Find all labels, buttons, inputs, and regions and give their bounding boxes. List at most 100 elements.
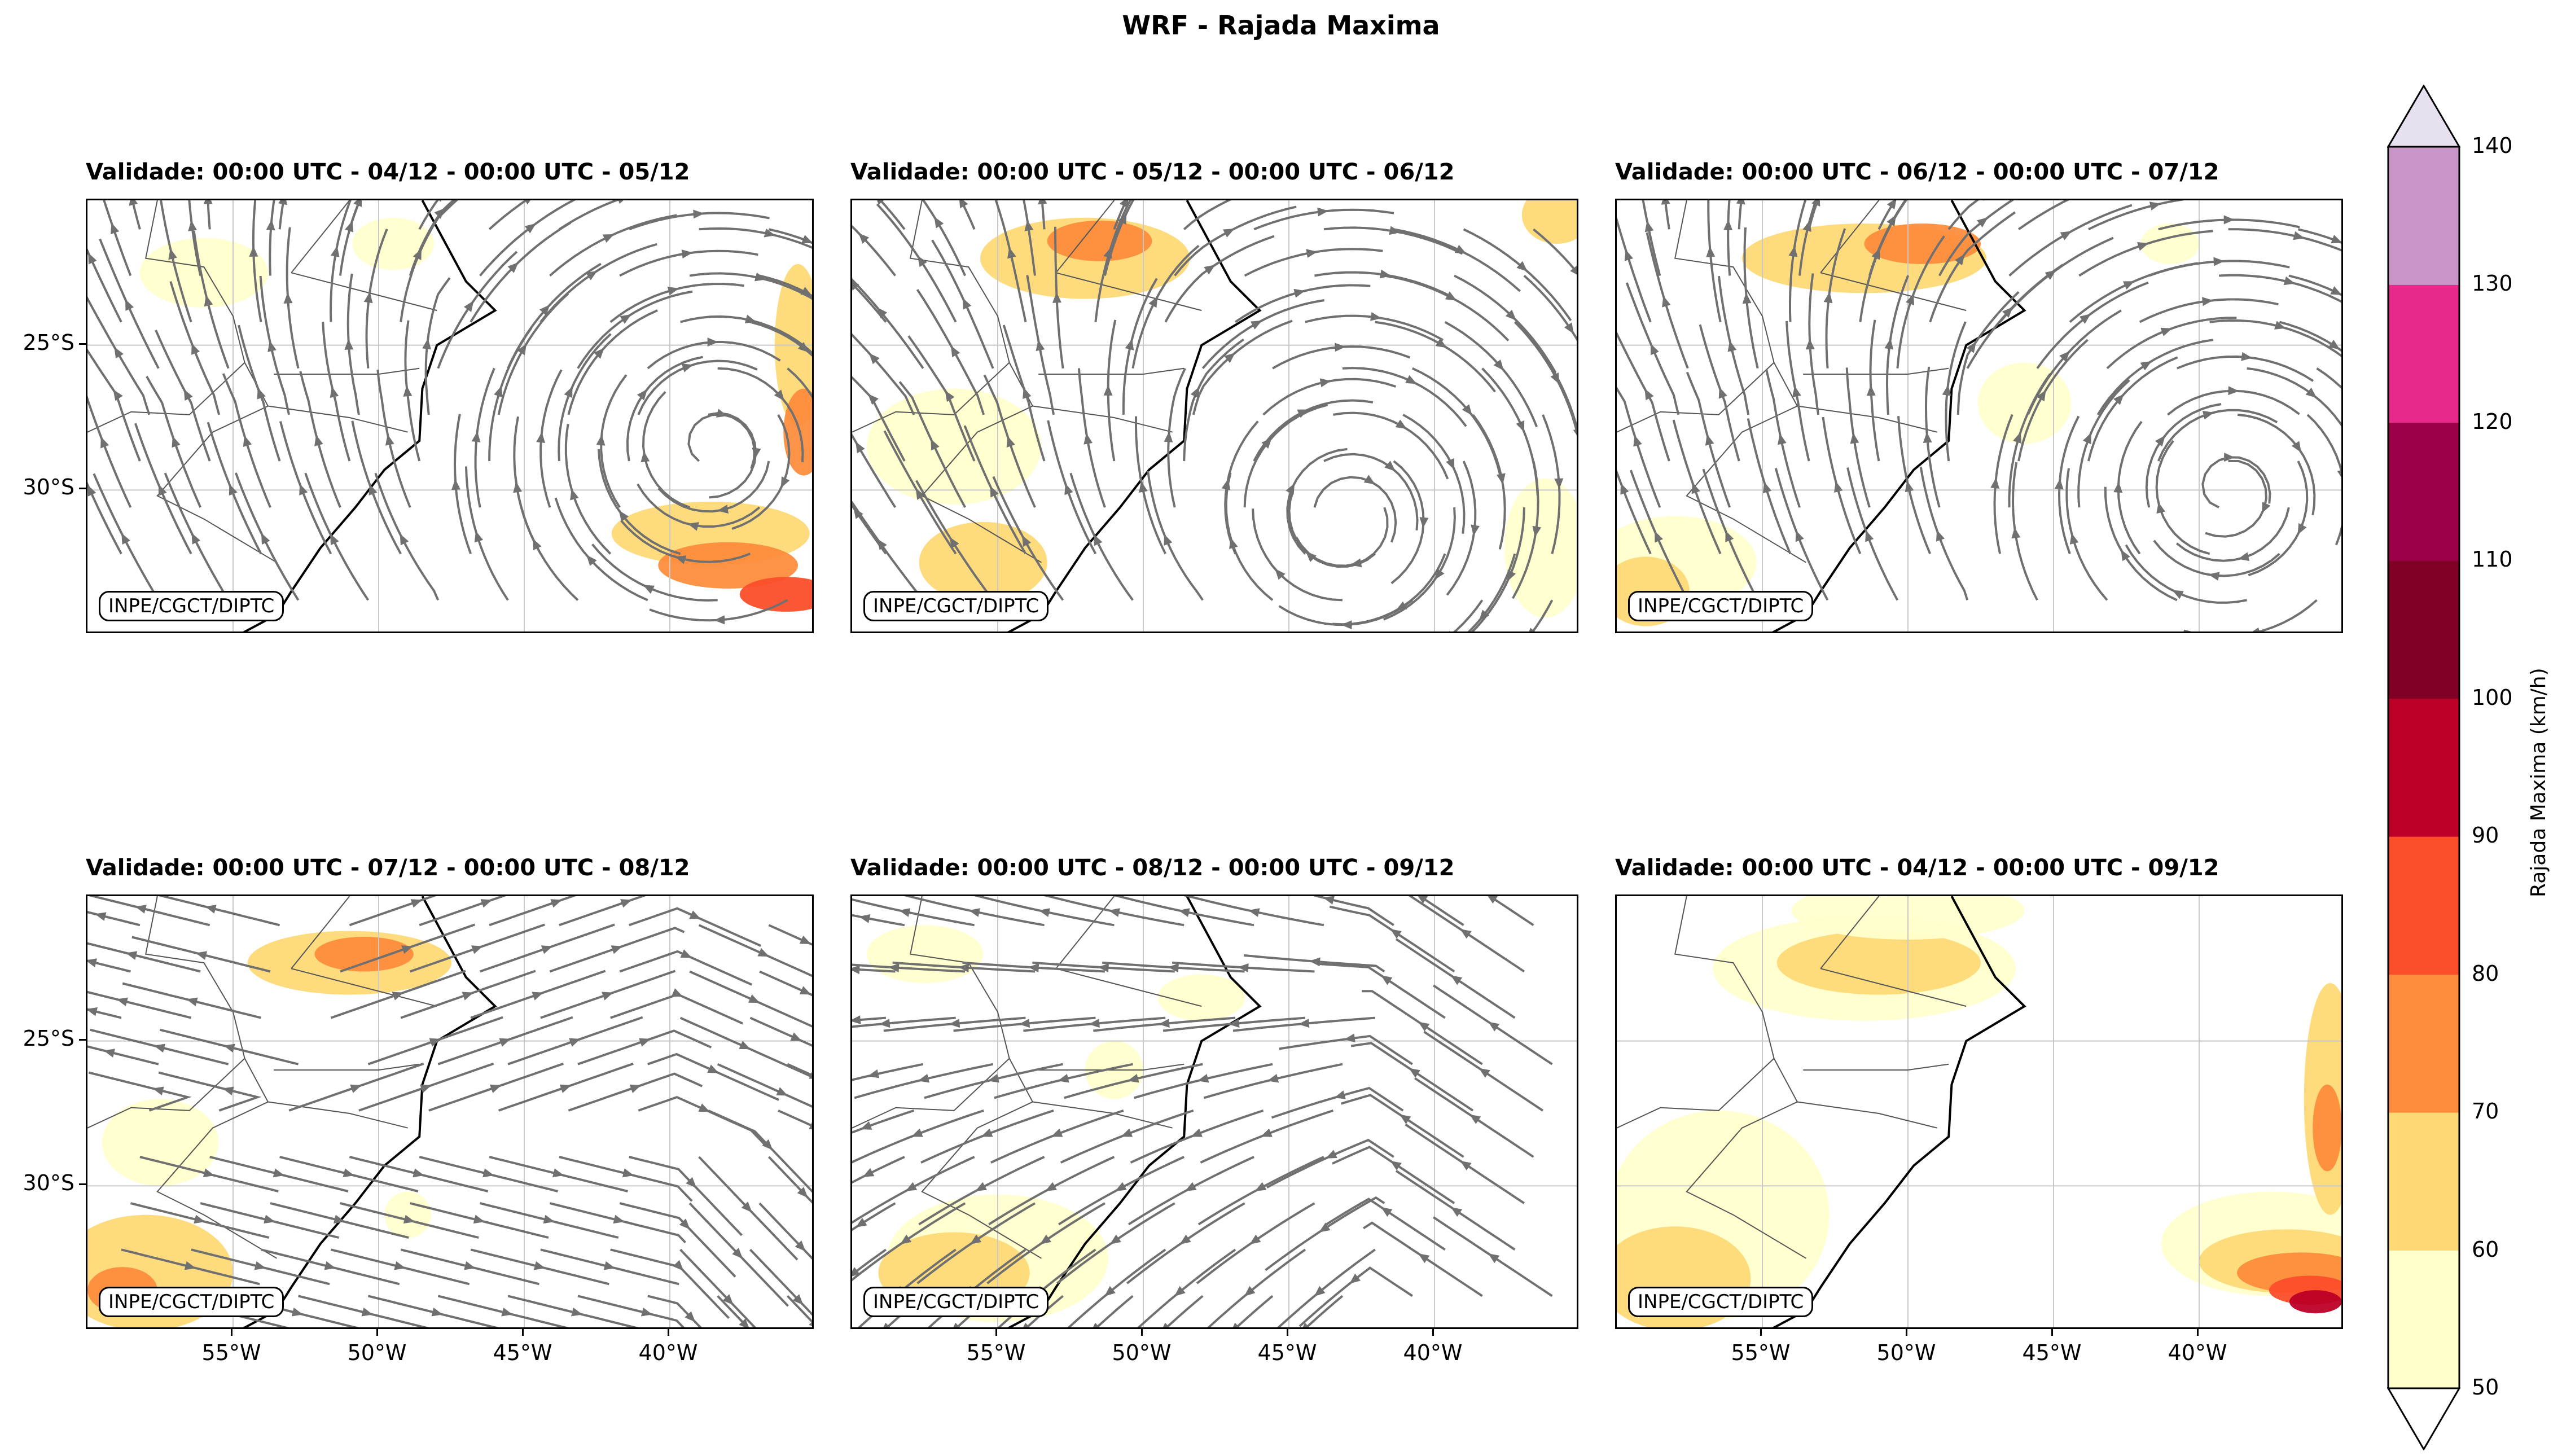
streamline-arrow — [2140, 361, 2152, 371]
streamline-arrow — [1976, 217, 1988, 228]
streamline-arrow — [184, 1261, 196, 1270]
streamline-arrow — [2054, 478, 2064, 490]
streamline-arrow — [431, 1307, 443, 1317]
streamline-arrow — [114, 347, 124, 359]
streamline-arrow — [1777, 433, 1787, 445]
x-tick-mark — [1141, 1329, 1143, 1336]
streamline — [1845, 367, 1871, 508]
streamline — [87, 348, 141, 462]
streamline — [155, 330, 211, 462]
streamline — [787, 1063, 812, 1077]
gust-area — [352, 217, 435, 270]
streamline-arrow — [611, 945, 623, 954]
streamline-arrow — [1238, 963, 1249, 972]
streamline-arrow — [1471, 524, 1480, 536]
streamline-arrow — [1418, 1253, 1430, 1264]
streamline — [2125, 544, 2247, 604]
streamline-arrow — [859, 914, 871, 923]
gust-area — [1157, 974, 1245, 1021]
streamline — [103, 200, 132, 277]
streamline — [488, 200, 528, 230]
streamline-arrow — [403, 385, 413, 397]
streamline-arrow — [1802, 220, 1811, 232]
streamline-arrow — [780, 476, 790, 488]
streamline-arrow — [1718, 387, 1727, 399]
streamline-arrow — [2202, 410, 2214, 420]
streamline-arrow — [2069, 533, 2079, 545]
streamline-arrow — [1039, 1234, 1051, 1244]
map-panel-4: INPE/CGCT/DIPTC — [86, 894, 814, 1329]
streamline-arrow — [1884, 338, 1894, 350]
streamline-arrow — [1527, 628, 1538, 631]
streamline-arrow — [1148, 296, 1158, 308]
streamline-arrow — [273, 1168, 285, 1178]
streamline-arrow — [2149, 201, 2161, 210]
streamline — [207, 200, 211, 230]
streamline — [879, 200, 906, 230]
streamline-arrow — [2283, 276, 2296, 286]
streamline-arrow — [191, 343, 200, 355]
streamline-arrow — [2160, 327, 2173, 336]
x-tick-label: 40°W — [638, 1340, 698, 1365]
streamline — [1919, 466, 1969, 601]
streamline — [2219, 274, 2341, 303]
streamline-arrow — [413, 248, 422, 261]
colorbar-extend-min — [2387, 1387, 2460, 1450]
streamline-arrow — [254, 1261, 266, 1270]
colorbar-segment — [2388, 284, 2459, 423]
streamline — [558, 200, 620, 230]
streamline-arrow — [403, 1214, 415, 1224]
streamline-arrow — [533, 538, 542, 550]
state-border — [1055, 200, 1115, 273]
streamline-arrow — [87, 485, 96, 497]
streamline-arrow — [1479, 1068, 1490, 1078]
streamline-arrow — [1064, 483, 1073, 495]
streamline-arrow — [394, 1261, 406, 1270]
streamline — [1444, 321, 1538, 428]
streamline — [2065, 468, 2108, 601]
streamline — [2157, 409, 2278, 462]
streamline-arrow — [205, 905, 217, 914]
map-svg-5 — [852, 896, 1577, 1327]
streamline-arrow — [261, 533, 270, 545]
colorbar-segment — [2388, 560, 2459, 699]
streamline — [852, 1063, 924, 1081]
streamline-arrow — [1834, 481, 1843, 493]
panel-title-4: Validade: 00:00 UTC - 07/12 - 00:00 UTC … — [86, 855, 690, 881]
gust-area — [1521, 200, 1577, 244]
streamline-arrow — [1314, 1286, 1326, 1297]
streamline-arrow — [345, 221, 354, 233]
gust-area — [866, 925, 984, 983]
streamline-arrow — [1108, 908, 1120, 917]
streamline-arrow — [204, 295, 213, 307]
streamline-arrow — [1488, 1021, 1500, 1032]
streamline-arrow — [400, 533, 409, 546]
streamline-arrow — [2213, 257, 2225, 266]
streamline-arrow — [2013, 432, 2022, 444]
streamline-arrow — [602, 992, 613, 1001]
streamline-arrow — [1179, 1234, 1191, 1244]
streamline — [1664, 200, 1670, 230]
streamline-arrow — [1109, 1234, 1121, 1244]
state-border — [87, 1058, 245, 1129]
streamline-arrow — [2002, 306, 2013, 318]
streamline-arrow — [1662, 296, 1671, 308]
streamline — [1707, 200, 1722, 322]
streamline-arrow — [1023, 387, 1032, 399]
coastline — [1772, 896, 2026, 1327]
streamline — [1069, 472, 1134, 601]
streamline-arrow — [1298, 1019, 1310, 1028]
streamline-arrow — [125, 951, 138, 960]
streamline-arrow — [860, 1121, 872, 1130]
streamline-arrow — [550, 899, 562, 908]
streamline — [89, 896, 210, 927]
streamline-arrow — [1762, 481, 1772, 494]
x-tick-label: 40°W — [1403, 1340, 1463, 1365]
coastline — [1007, 200, 1262, 631]
streamline-arrow — [1319, 1222, 1331, 1233]
streamline — [759, 970, 812, 997]
streamline-arrow — [429, 1038, 441, 1047]
streamline-arrow — [1098, 963, 1109, 972]
streamline-arrow — [507, 262, 519, 273]
streamline-arrow — [1052, 292, 1061, 303]
